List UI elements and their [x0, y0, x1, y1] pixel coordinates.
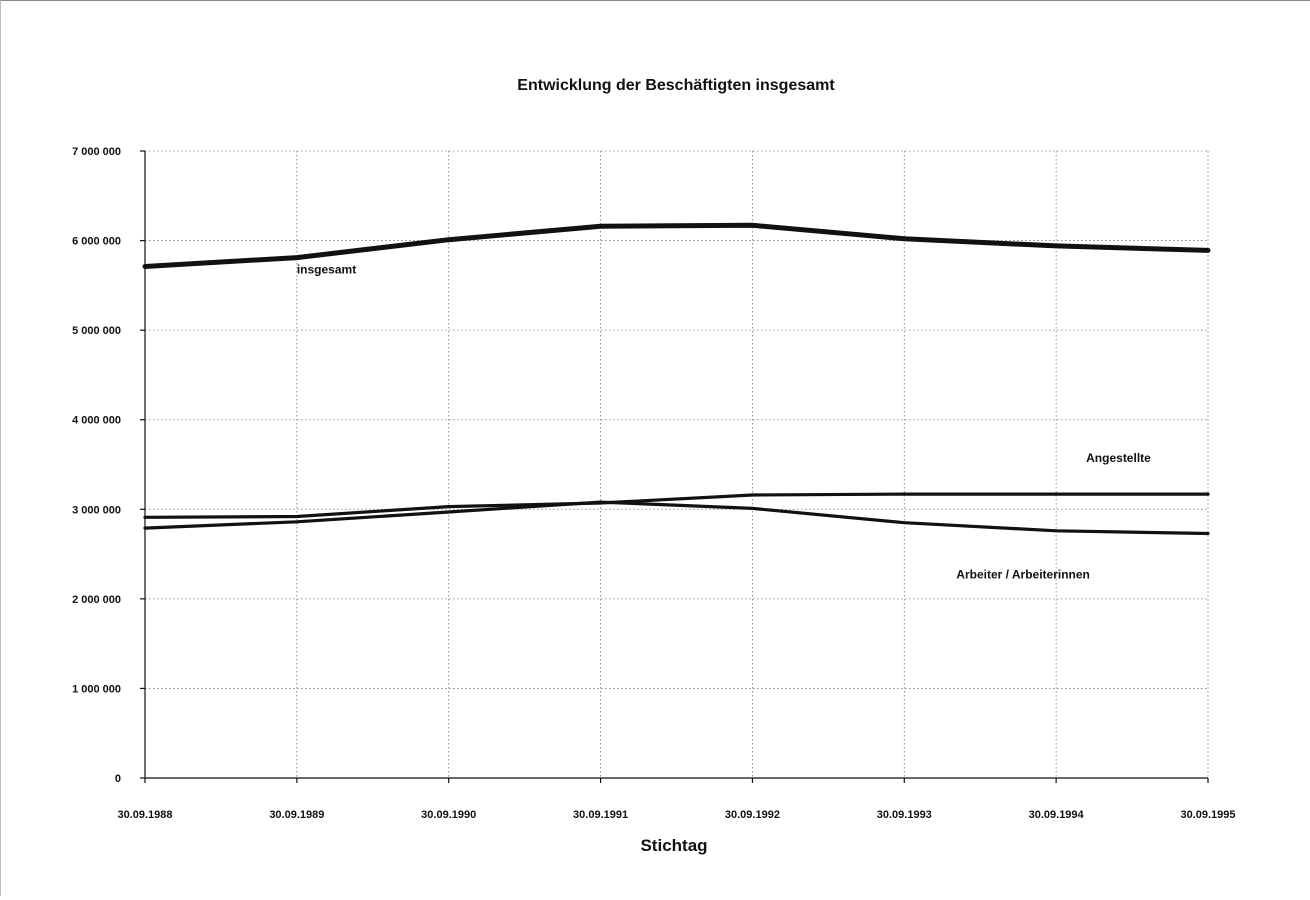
x-tick-label: 30.09.1988	[117, 809, 172, 821]
x-axis-label: Stichtag	[640, 836, 707, 855]
x-tick-label: 30.09.1991	[573, 809, 628, 821]
x-tick-label: 30.09.1993	[877, 809, 932, 821]
chart-title: Entwicklung der Beschäftigten insgesamt	[517, 77, 835, 94]
series-line-2	[145, 502, 1208, 533]
x-tick-label: 30.09.1990	[421, 809, 476, 821]
y-tick-label: 2 000 000	[72, 594, 121, 606]
y-tick-label: 4 000 000	[72, 415, 121, 427]
series-label: insgesamt	[297, 263, 356, 277]
series-label: Arbeiter / Arbeiterinnen	[956, 568, 1090, 582]
y-tick-label: 5 000 000	[72, 325, 121, 337]
y-tick-label: 6 000 000	[72, 236, 121, 248]
y-tick-label: 1 000 000	[72, 683, 121, 695]
series-line-0	[145, 225, 1208, 266]
label-layer: insgesamt Angestellte Arbeiter / Arbeiteri…	[297, 263, 1151, 582]
y-tick-label: 0	[115, 773, 121, 785]
y-tick-label: 3 000 000	[72, 504, 121, 516]
series-label: Angestellte	[1086, 451, 1151, 465]
x-tick-label: 30.09.1992	[725, 809, 780, 821]
x-tick-label: 30.09.1989	[269, 809, 324, 821]
y-tick-label: 7 000 000	[72, 146, 121, 158]
x-tick-label: 30.09.1995	[1180, 809, 1235, 821]
x-tick-label: 30.09.1994	[1029, 809, 1085, 821]
